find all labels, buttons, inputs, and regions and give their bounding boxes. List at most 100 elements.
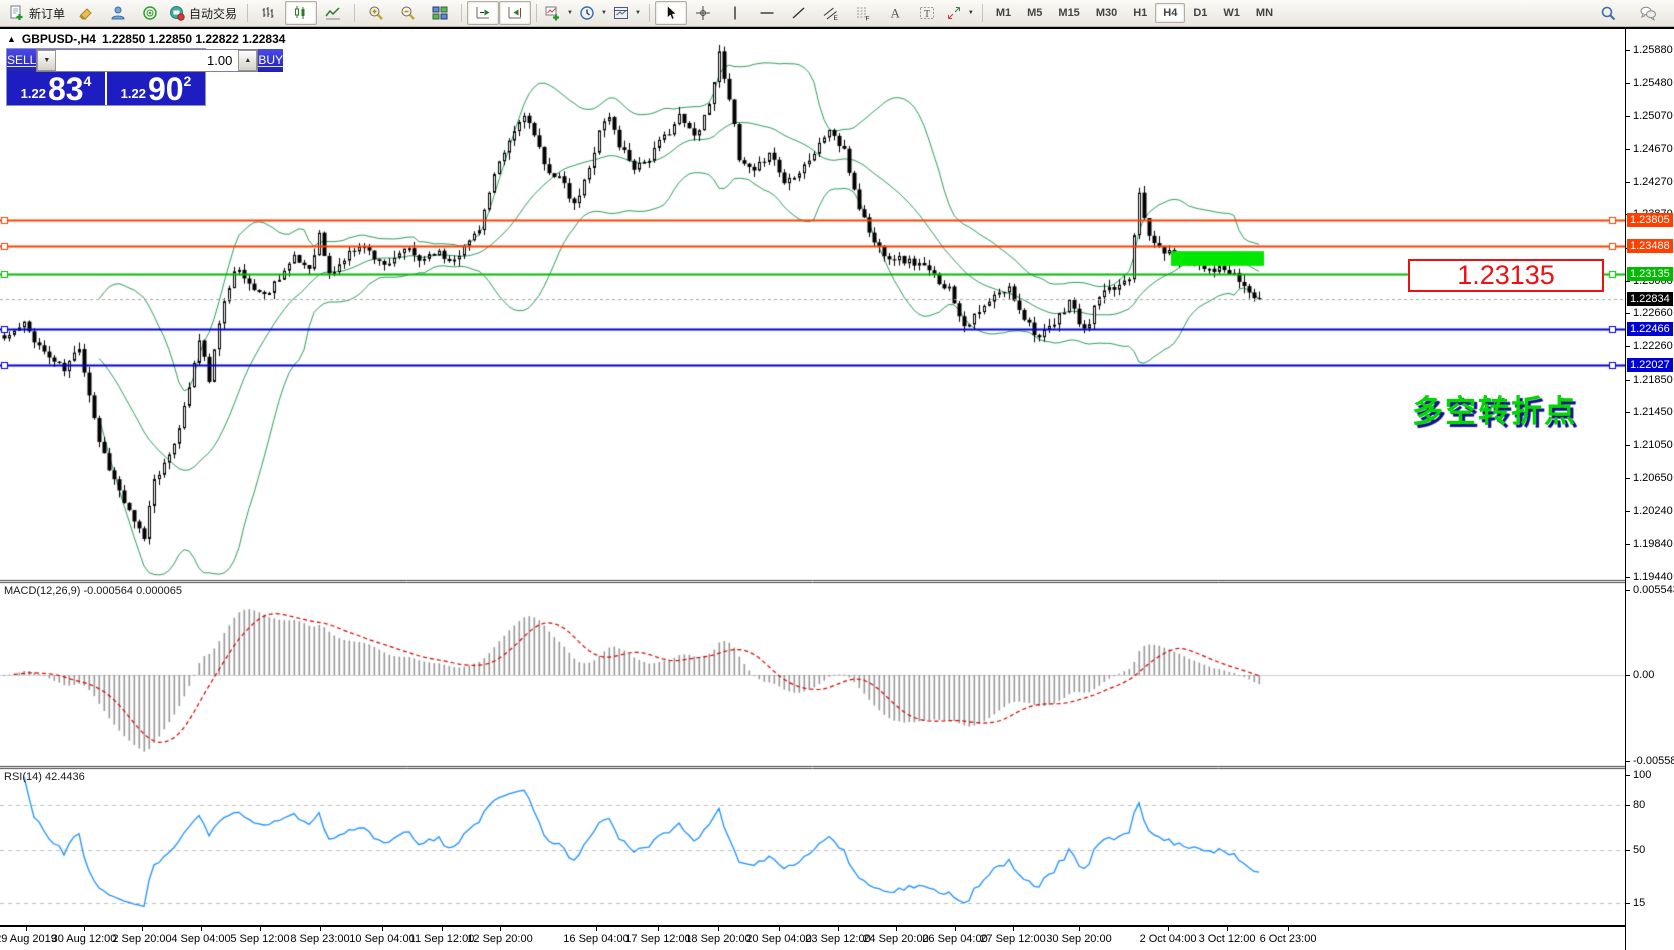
indicators-button[interactable]: ▼: [542, 1, 576, 25]
zoom-out-button[interactable]: [392, 1, 424, 25]
timeframe-m15-button[interactable]: M15: [1058, 7, 1080, 19]
text-button[interactable]: A: [879, 1, 911, 25]
price-divider: [105, 72, 107, 105]
volume-decrease-button[interactable]: ▼: [37, 50, 57, 71]
axis-tick: [1626, 805, 1630, 806]
timeframe-m1-button[interactable]: M1: [995, 7, 1012, 19]
time-axis-tick: [26, 927, 27, 931]
axis-tick: [1626, 149, 1630, 150]
time-axis-tick: [955, 927, 956, 931]
arrows-button[interactable]: ▼: [943, 1, 977, 25]
chat-button[interactable]: [1632, 1, 1664, 25]
collapse-panel-toggle[interactable]: ▲: [7, 34, 16, 44]
zoom-in-button[interactable]: [360, 1, 392, 25]
price-tick-label: 1.25480: [1633, 77, 1673, 89]
buy-button-label: BUY: [258, 52, 284, 68]
time-axis-label: 30 Aug 12:00: [51, 933, 117, 945]
search-button[interactable]: [1592, 1, 1624, 25]
rsi-scale-label: 100: [1633, 769, 1652, 781]
trade-panel-controls: SELL ▼ ▲ BUY: [7, 49, 284, 72]
time-axis-tick: [596, 927, 597, 931]
new-order-button[interactable]: 新订单: [6, 1, 70, 25]
time-axis-label: 30 Sep 20:00: [1046, 933, 1112, 945]
axis-tick: [1626, 412, 1630, 413]
volume-input[interactable]: [56, 50, 239, 71]
axis-tick: [1626, 903, 1630, 904]
candlestick-button[interactable]: [285, 1, 318, 25]
time-axis-tick: [1168, 927, 1169, 931]
signals-button[interactable]: [134, 1, 166, 25]
profiles-icon: [110, 5, 126, 21]
timeframe-h4-button[interactable]: H4: [1155, 3, 1186, 23]
price-level-tag: 1.22466: [1627, 322, 1673, 336]
styles-button[interactable]: [70, 1, 102, 25]
dropdown-arrow-icon[interactable]: ▼: [634, 10, 641, 16]
axis-tick: [1626, 850, 1630, 851]
sell-price-big: 83: [47, 70, 84, 107]
time-axis-label: 12 Sep 20:00: [467, 933, 533, 945]
timeframe-w1-button[interactable]: W1: [1223, 7, 1240, 19]
price-level-tag: 1.23805: [1627, 213, 1673, 227]
price-tick-label: 1.21850: [1633, 374, 1673, 386]
line-chart-button[interactable]: [317, 1, 349, 25]
tile-windows-button[interactable]: [424, 1, 456, 25]
chart-title: ▲ GBPUSD-,H4 1.22850 1.22850 1.22822 1.2…: [7, 32, 285, 46]
buy-price[interactable]: 1.22 90 2: [107, 72, 205, 105]
fibonacci-button[interactable]: F: [847, 1, 879, 25]
price-tick-label: 1.20650: [1633, 472, 1673, 484]
buy-button[interactable]: BUY: [258, 49, 284, 72]
channel-button[interactable]: E: [815, 1, 847, 25]
timeframe-d1-button[interactable]: D1: [1193, 7, 1208, 19]
buy-price-big: 90: [147, 70, 184, 107]
time-axis-label: 20 Sep 04:00: [746, 933, 812, 945]
auto-scroll-button[interactable]: [467, 1, 500, 25]
dropdown-arrow-icon[interactable]: ▼: [600, 10, 607, 16]
axis-tick: [1626, 50, 1630, 51]
price-tick-label: 1.19440: [1633, 571, 1673, 583]
price-tick-label: 1.25880: [1633, 44, 1673, 56]
time-axis-label: 23 Sep 12:00: [805, 933, 871, 945]
toolbar-separator: [354, 4, 356, 22]
sell-price[interactable]: 1.22 83 4: [7, 72, 105, 105]
timeframe-m30-button[interactable]: M30: [1095, 7, 1118, 19]
autotrading-button[interactable]: 自动交易: [166, 1, 242, 25]
time-axis: 29 Aug 2019 30 Aug 12:00 2 Sep 20:00 4 Sep …: [0, 925, 1625, 950]
volume-increase-button[interactable]: ▲: [238, 50, 258, 71]
trendline-button[interactable]: [783, 1, 815, 25]
axis-tick: [1626, 775, 1630, 776]
time-axis-label: 5 Sep 12:00: [230, 933, 290, 945]
periods-button[interactable]: ▼: [576, 1, 610, 25]
chart-symbol-period: GBPUSD-,H4: [21, 32, 96, 46]
cursor-icon: [663, 5, 679, 21]
search-icon: [1600, 5, 1616, 21]
time-axis-tick: [260, 927, 261, 931]
time-axis-label: 6 Oct 23:00: [1259, 933, 1317, 945]
timeframe-h1-button[interactable]: H1: [1133, 7, 1148, 19]
timeframe-m5-button[interactable]: M5: [1027, 7, 1043, 19]
price-tick-label: 1.21050: [1633, 439, 1673, 451]
chart-shift-button[interactable]: [499, 1, 532, 25]
timeframe-mn-button[interactable]: MN: [1255, 7, 1274, 19]
time-axis-label: 16 Sep 04:00: [563, 933, 629, 945]
crosshair-button[interactable]: [687, 1, 719, 25]
axis-tick: [1626, 590, 1630, 591]
text-label-button[interactable]: T: [911, 1, 943, 25]
profiles-button[interactable]: [102, 1, 134, 25]
dropdown-arrow-icon[interactable]: ▼: [967, 10, 974, 16]
hline-button[interactable]: [751, 1, 783, 25]
axis-tick: [1626, 577, 1630, 578]
bar-chart-button[interactable]: [253, 1, 285, 25]
sell-button[interactable]: SELL: [7, 49, 37, 72]
rsi-indicator-label: RSI(14) 42.4436: [4, 771, 85, 783]
cursor-button[interactable]: [654, 1, 687, 25]
templates-button[interactable]: ▼: [610, 1, 644, 25]
axis-tick: [1626, 182, 1630, 183]
time-axis-tick: [1227, 927, 1228, 931]
chart-canvas[interactable]: [0, 29, 1625, 925]
auto-scroll-icon: [475, 5, 491, 21]
vline-button[interactable]: [719, 1, 751, 25]
periods-icon: [579, 5, 595, 21]
dropdown-arrow-icon[interactable]: ▼: [567, 10, 573, 16]
autotrading-icon: [169, 5, 185, 21]
